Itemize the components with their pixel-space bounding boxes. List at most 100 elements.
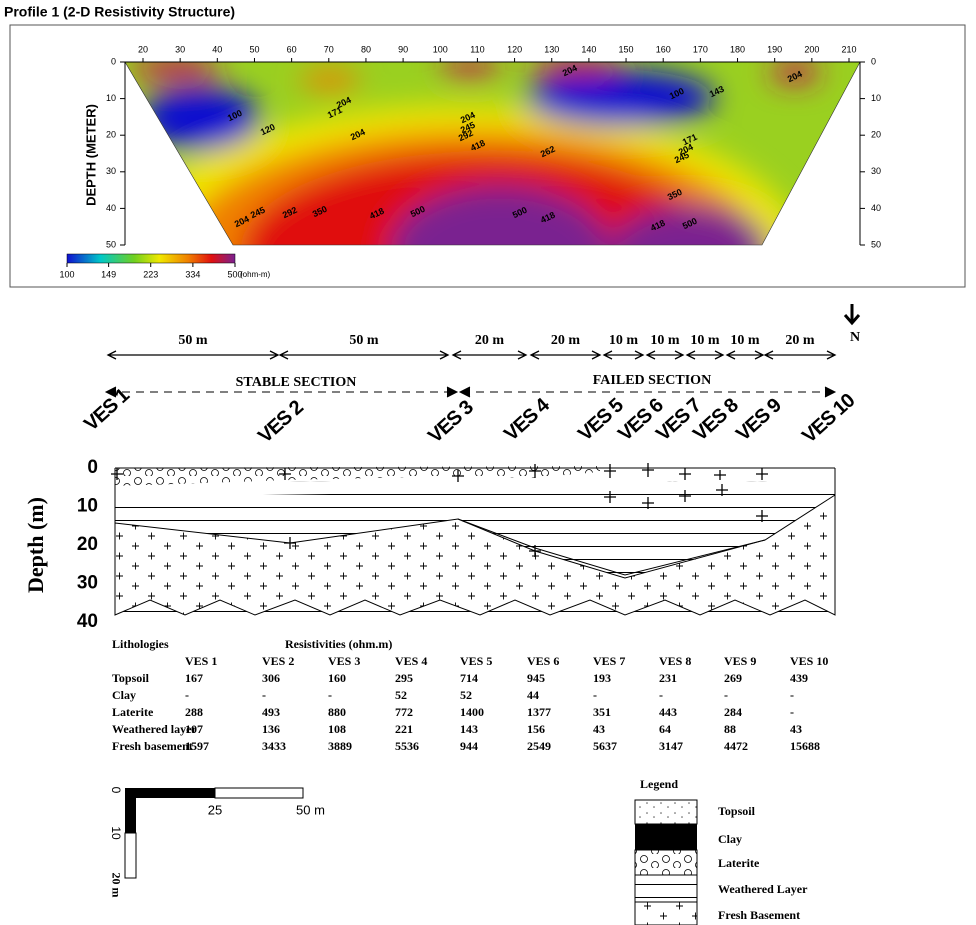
table-cell: 306 (262, 671, 280, 685)
stable-label: STABLE SECTION (236, 375, 357, 390)
y-tick-label-right: 40 (871, 203, 881, 213)
table-cell: 3433 (262, 739, 286, 753)
x-tick-label: 180 (730, 44, 745, 54)
spacing-arrow (531, 351, 600, 359)
table-cell: 221 (395, 722, 413, 736)
table-header: VES 8 (659, 654, 691, 668)
table-cell: 493 (262, 705, 280, 719)
x-tick-label: 170 (693, 44, 708, 54)
spacing-label: 50 m (349, 333, 379, 348)
table-header: VES 6 (527, 654, 559, 668)
spacing-label: 10 m (690, 333, 720, 348)
spacing-arrow (765, 351, 835, 359)
table-cell: 3147 (659, 739, 683, 753)
x-tick-label: 160 (656, 44, 671, 54)
y-tick-label: 0 (111, 56, 116, 66)
table-cell: 156 (527, 722, 545, 736)
scale-label: 50 m (296, 802, 325, 817)
scale-label: 0 (109, 787, 123, 794)
legend-title: Legend (640, 777, 678, 791)
table-header: VES 3 (328, 654, 360, 668)
x-tick-label: 20 (138, 44, 148, 54)
table-header: VES 1 (185, 654, 217, 668)
table-cell: 351 (593, 705, 611, 719)
table-cell: 284 (724, 705, 742, 719)
legend-laterite (635, 850, 697, 875)
y-tick-label-right: 30 (871, 166, 881, 176)
ves-label: VES 8 (689, 394, 743, 446)
spacing-arrow (453, 351, 526, 359)
table-header: VES 10 (790, 654, 828, 668)
depth-tick-label: 10 (77, 496, 98, 517)
table-cell: 5536 (395, 739, 419, 753)
spacing-arrow (727, 351, 763, 359)
table-header: VES 2 (262, 654, 294, 668)
depth-label: Depth (m) (23, 497, 48, 593)
table-header: VES 4 (395, 654, 427, 668)
table-cell: 88 (724, 722, 736, 736)
table-header: VES 9 (724, 654, 756, 668)
table-cell: 1597 (185, 739, 209, 753)
table-cell: - (185, 688, 189, 702)
row-label: Topsoil (112, 671, 150, 685)
spacing-label: 10 m (650, 333, 680, 348)
table-cell: 52 (395, 688, 407, 702)
ves-label: VES 9 (732, 394, 786, 446)
x-tick-label: 90 (398, 44, 408, 54)
table-cell: 1400 (460, 705, 484, 719)
spacing-arrow (280, 351, 448, 359)
table-cell: - (724, 688, 728, 702)
row-label: Clay (112, 688, 136, 702)
failed-label: FAILED SECTION (593, 373, 711, 388)
north-label: N (850, 330, 860, 345)
legend-weathered (635, 875, 697, 902)
table-cell: 295 (395, 671, 413, 685)
table-cell: 772 (395, 705, 413, 719)
legend-basement (635, 902, 697, 925)
x-tick-label: 110 (470, 44, 484, 54)
table-cell: - (790, 705, 794, 719)
table-cell: 944 (460, 739, 478, 753)
table-cell: 231 (659, 671, 677, 685)
y-tick-label-right: 10 (871, 93, 881, 103)
scale-v-black (125, 798, 136, 833)
x-tick-label: 80 (361, 44, 371, 54)
cross-section (111, 463, 835, 618)
y-tick-label: 40 (106, 203, 116, 213)
table-corner: Lithologies (112, 637, 169, 651)
spacing-label: 20 m (551, 333, 581, 348)
legend-label: Clay (718, 832, 742, 846)
x-tick-label: 190 (767, 44, 782, 54)
depth-tick-label: 20 (77, 534, 98, 555)
table-cell: 880 (328, 705, 346, 719)
y-tick-label-right: 20 (871, 130, 881, 140)
depth-tick-label: 0 (87, 457, 98, 478)
spacing-arrow (647, 351, 683, 359)
table-cell: 288 (185, 705, 203, 719)
table-cell: - (659, 688, 663, 702)
table-cell: 2549 (527, 739, 551, 753)
spacing-label: 20 m (475, 333, 505, 348)
x-tick-label: 60 (287, 44, 297, 54)
x-tick-label: 30 (175, 44, 185, 54)
spacing-label: 10 m (730, 333, 760, 348)
y-label: DEPTH (METER) (83, 104, 98, 206)
spacing-label: 50 m (178, 333, 208, 348)
table-header: VES 7 (593, 654, 625, 668)
depth-tick-label: 30 (77, 573, 98, 594)
legend-label: Laterite (718, 856, 760, 870)
ves-label: VES 4 (500, 393, 555, 445)
colorbar-tick-label: 334 (185, 269, 200, 279)
colorbar-unit: (ohm-m) (240, 270, 271, 279)
x-tick-label: 200 (804, 44, 819, 54)
scale-white (215, 788, 303, 798)
x-tick-label: 100 (433, 44, 448, 54)
table-cell: 439 (790, 671, 808, 685)
table-cell: - (790, 688, 794, 702)
x-tick-label: 130 (544, 44, 559, 54)
y-tick-label: 10 (106, 93, 116, 103)
x-tick-label: 50 (249, 44, 259, 54)
table-cell: 43 (593, 722, 605, 736)
table-cell: 1377 (527, 705, 551, 719)
y-tick-label-right: 0 (871, 56, 876, 66)
